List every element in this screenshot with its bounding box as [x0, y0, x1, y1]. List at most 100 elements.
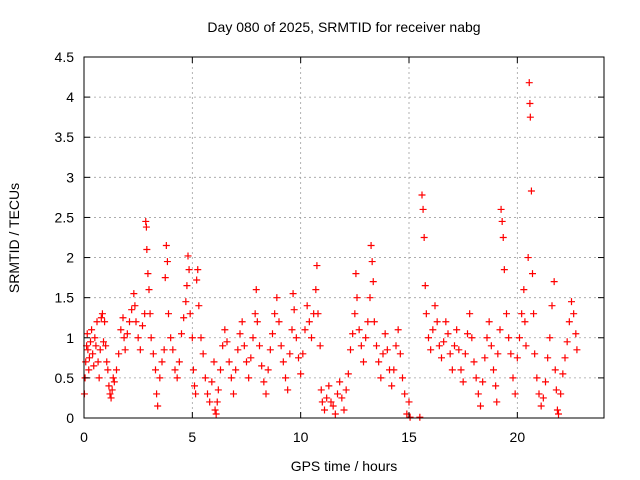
- data-point: [109, 374, 117, 382]
- data-point: [165, 310, 172, 318]
- data-point: [499, 234, 507, 241]
- data-point: [472, 374, 480, 382]
- data-point: [317, 386, 325, 394]
- data-point: [286, 350, 294, 358]
- data-point: [93, 318, 101, 326]
- data-point: [370, 318, 378, 326]
- data-point: [89, 350, 97, 358]
- data-point: [314, 310, 322, 318]
- data-point: [553, 406, 561, 414]
- data-point: [331, 410, 339, 418]
- data-point: [451, 342, 458, 350]
- data-point: [189, 366, 197, 374]
- data-point: [383, 346, 391, 354]
- data-point: [282, 374, 289, 382]
- data-point: [102, 342, 110, 350]
- data-point: [435, 342, 443, 350]
- data-point: [249, 334, 257, 342]
- data-point: [90, 362, 98, 370]
- data-point: [173, 374, 181, 382]
- data-point: [453, 326, 461, 334]
- data-point: [466, 310, 474, 318]
- data-point: [230, 390, 237, 398]
- data-point: [539, 394, 547, 402]
- data-point: [494, 350, 502, 358]
- data-point: [221, 326, 229, 334]
- data-point: [105, 382, 113, 390]
- data-point: [156, 374, 164, 382]
- data-point: [522, 342, 530, 350]
- data-point: [145, 286, 153, 294]
- data-point: [572, 330, 580, 338]
- data-point: [529, 270, 536, 278]
- data-point: [101, 318, 109, 326]
- data-point: [132, 318, 140, 326]
- data-point: [199, 350, 207, 358]
- data-point: [327, 398, 335, 406]
- data-point: [347, 346, 354, 354]
- data-point: [425, 334, 432, 342]
- data-point: [131, 302, 139, 310]
- data-point: [496, 326, 504, 334]
- data-point: [194, 266, 202, 274]
- data-point: [258, 362, 266, 370]
- data-point: [98, 310, 106, 318]
- data-point: [497, 205, 505, 213]
- data-point: [238, 318, 246, 326]
- data-point: [503, 310, 510, 318]
- data-point: [394, 326, 402, 334]
- data-point: [550, 278, 558, 286]
- data-point: [183, 282, 191, 290]
- data-point: [525, 79, 533, 87]
- data-point: [214, 386, 222, 394]
- y-tick-label: 2: [66, 250, 74, 266]
- data-point: [219, 342, 227, 350]
- x-tick-label: 5: [188, 429, 196, 445]
- data-point: [379, 350, 387, 358]
- data-point: [487, 342, 495, 350]
- data-point: [444, 330, 452, 338]
- data-point: [163, 258, 171, 266]
- data-point: [336, 378, 344, 386]
- data-point: [96, 346, 104, 354]
- data-point: [329, 402, 337, 410]
- data-point: [433, 318, 441, 326]
- data-point: [438, 354, 445, 362]
- x-axis-label: GPS time / hours: [291, 458, 398, 474]
- data-point: [342, 386, 350, 394]
- data-point: [212, 410, 220, 418]
- data-point: [419, 205, 427, 213]
- data-point: [373, 342, 380, 350]
- plot-frame: [83, 56, 605, 419]
- data-point: [477, 402, 484, 410]
- data-point: [288, 326, 296, 334]
- data-point: [557, 390, 565, 398]
- y-axis-label: SRMTID / TECUs: [6, 183, 22, 293]
- data-point: [103, 358, 111, 366]
- data-point: [474, 390, 482, 398]
- data-point: [260, 378, 268, 386]
- data-point: [406, 413, 414, 421]
- data-point: [208, 378, 216, 386]
- data-point: [110, 378, 118, 386]
- y-tick-label: 1.5: [55, 290, 75, 306]
- data-point: [427, 346, 435, 354]
- data-point: [340, 406, 348, 414]
- data-point: [552, 386, 560, 394]
- data-point: [243, 358, 250, 366]
- data-point: [82, 358, 90, 366]
- data-point: [153, 390, 161, 398]
- data-point: [180, 314, 188, 322]
- data-point: [143, 246, 151, 254]
- data-point: [92, 342, 100, 350]
- data-point: [223, 338, 231, 346]
- data-point: [421, 282, 429, 290]
- data-point: [368, 258, 376, 266]
- data-point: [401, 390, 409, 398]
- data-point: [334, 390, 341, 398]
- data-point: [352, 270, 360, 278]
- data-point: [555, 410, 562, 418]
- data-point: [271, 310, 279, 318]
- data-point: [375, 358, 383, 366]
